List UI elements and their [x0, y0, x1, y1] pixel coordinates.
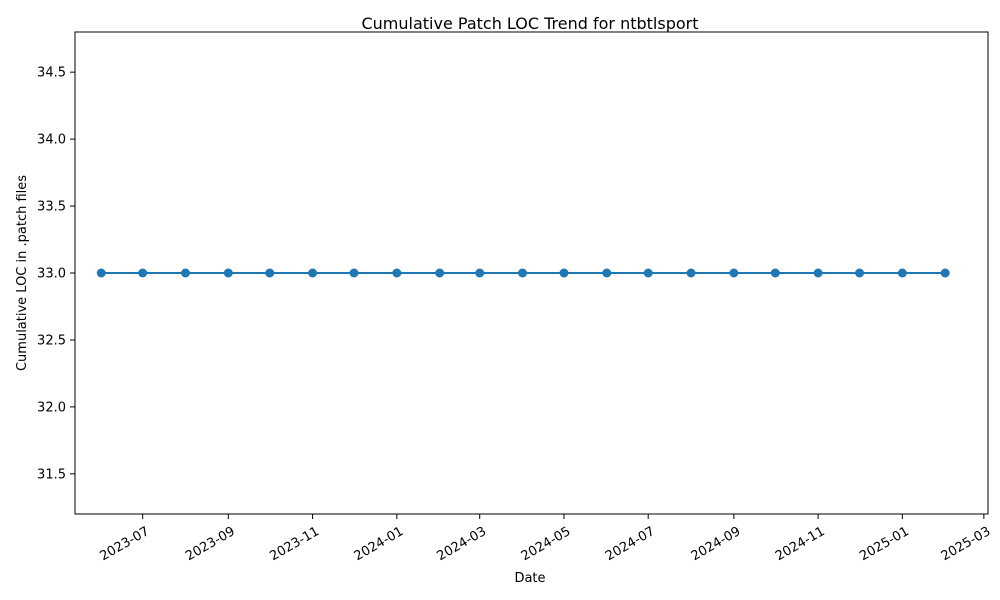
data-point — [770, 268, 780, 278]
data-point — [559, 268, 569, 278]
data-point — [181, 268, 190, 278]
data-point — [308, 268, 318, 278]
data-point — [349, 268, 359, 278]
data-point — [475, 268, 485, 278]
x-axis-label: Date — [514, 571, 545, 586]
y-tick-label: 33.0 — [37, 267, 66, 282]
y-axis-label: Cumulative LOC in .patch files — [15, 175, 30, 371]
data-point — [392, 268, 402, 278]
y-tick-label: 34.0 — [37, 133, 66, 148]
data-point — [138, 268, 148, 278]
data-point — [729, 268, 739, 278]
y-tick-label: 33.5 — [37, 200, 66, 215]
data-point — [223, 268, 233, 278]
y-tick-label: 31.5 — [37, 467, 66, 482]
data-point — [686, 268, 696, 278]
y-tick-label: 34.5 — [37, 66, 66, 81]
data-point — [602, 268, 612, 278]
data-point — [940, 268, 950, 278]
y-tick-label: 32.5 — [37, 333, 66, 348]
data-point — [897, 268, 907, 278]
series-cumulative-loc — [96, 268, 950, 278]
y-axis-ticks: 31.5 32.0 32.5 33.0 33.5 34.0 34.5 — [37, 66, 75, 482]
data-point — [518, 268, 528, 278]
data-point — [855, 268, 865, 278]
data-point — [96, 268, 106, 278]
data-point — [435, 268, 445, 278]
data-point — [265, 268, 275, 278]
y-tick-label: 32.0 — [37, 400, 66, 415]
chart-title: Cumulative Patch LOC Trend for ntbtlspor… — [361, 14, 698, 33]
data-point — [813, 268, 823, 278]
data-point — [643, 268, 653, 278]
